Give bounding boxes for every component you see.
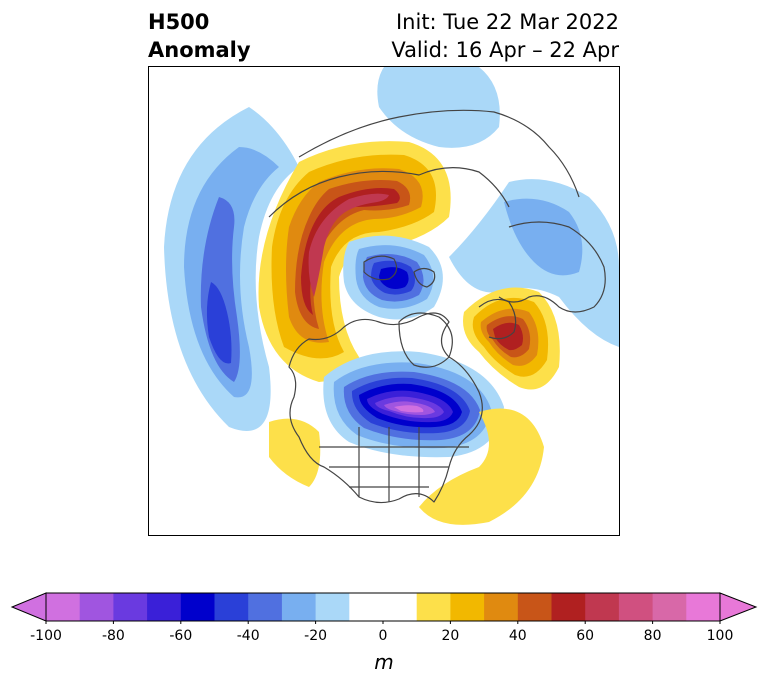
hudson-bay-negative-anomaly xyxy=(323,351,504,458)
colorbar-bin xyxy=(450,593,485,621)
coastlines xyxy=(268,109,606,504)
colorbar-bin xyxy=(652,593,687,621)
colorbar-bin xyxy=(517,593,552,621)
colorbar-bin xyxy=(248,593,283,621)
colorbar-min-extend xyxy=(10,592,47,622)
anomaly-map xyxy=(148,66,620,536)
colorbar-unit: m xyxy=(374,650,394,674)
colorbar-bin xyxy=(551,593,586,621)
colorbar-bin xyxy=(79,593,114,621)
eurasia-negative-anomaly xyxy=(377,67,619,347)
alaska-positive-anomaly xyxy=(258,141,451,382)
colorbar-tick-label: -100 xyxy=(30,628,62,644)
colorbar-tick-label: 20 xyxy=(441,628,460,644)
colorbar-bin xyxy=(46,593,81,621)
colorbar-tick-label: 0 xyxy=(378,628,388,644)
title-variable: H500 xyxy=(148,10,210,34)
colorbar-tick-label: -80 xyxy=(101,628,125,644)
colorbar-bin xyxy=(416,593,451,621)
colorbar-bin xyxy=(147,593,182,621)
colorbar-tick-label: 80 xyxy=(643,628,662,644)
colorbar-bin xyxy=(383,593,418,621)
colorbar-bin xyxy=(585,593,620,621)
colorbar xyxy=(10,592,758,624)
colorbar-tick-label: 100 xyxy=(706,628,734,644)
colorbar-bin xyxy=(281,593,317,621)
colorbar-tick-label: -60 xyxy=(169,628,193,644)
colorbar-tick-label: -20 xyxy=(304,628,328,644)
colorbar-bin xyxy=(214,593,249,621)
colorbar-bin xyxy=(180,593,215,621)
colorbar-bin xyxy=(315,593,350,621)
init-time: Init: Tue 22 Mar 2022 xyxy=(395,10,619,34)
subtropical-positive-anomalies xyxy=(269,408,544,525)
colorbar-max-extend xyxy=(719,592,758,622)
colorbar-bin xyxy=(618,593,654,621)
valid-range: Valid: 16 Apr – 22 Apr xyxy=(391,38,619,62)
colorbar-tick-label: 40 xyxy=(508,628,527,644)
scandinavia-positive-anomaly xyxy=(463,287,560,390)
colorbar-bin xyxy=(113,593,148,621)
colorbar-bin xyxy=(349,593,384,621)
title-field: Anomaly xyxy=(148,38,251,62)
arctic-negative-anomaly xyxy=(343,235,443,320)
pacific-negative-anomaly xyxy=(164,107,299,431)
colorbar-tick-label: 60 xyxy=(576,628,595,644)
colorbar-tick-label: -40 xyxy=(236,628,260,644)
anomaly-map-svg xyxy=(164,67,619,525)
colorbar-bin xyxy=(686,593,721,621)
title-left: H500 Anomaly xyxy=(148,8,251,64)
colorbar-bin xyxy=(484,593,519,621)
title-right: Init: Tue 22 Mar 2022 Valid: 16 Apr – 22… xyxy=(391,8,619,64)
